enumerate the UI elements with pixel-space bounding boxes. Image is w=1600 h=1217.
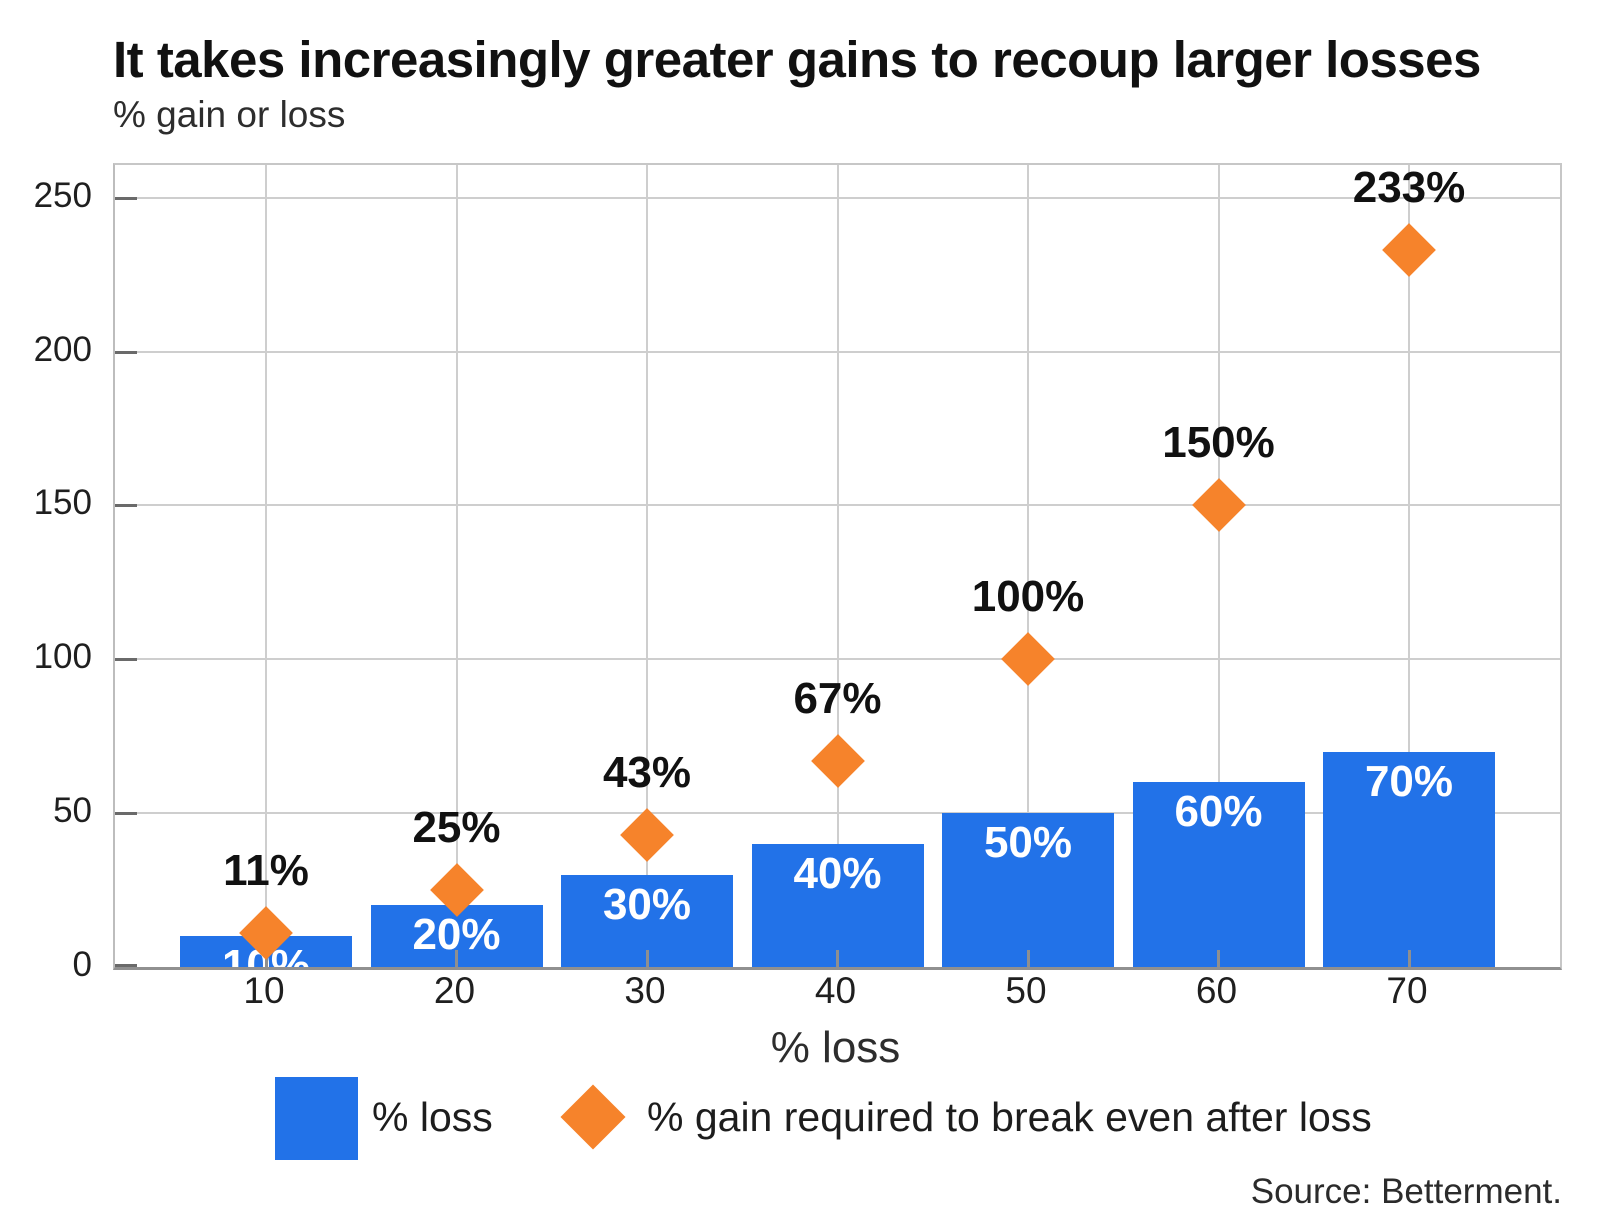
legend-bar-swatch: [275, 1077, 358, 1160]
x-tick-label: 30: [624, 970, 666, 1011]
chart-title: It takes increasingly greater gains to r…: [113, 31, 1481, 88]
diamond-marker-icon: [620, 807, 674, 862]
diamond-value-label: 150%: [1162, 418, 1275, 468]
x-axis-title: % loss: [770, 1023, 901, 1072]
legend-diamond-label: % gain required to break even after loss: [647, 1094, 1372, 1140]
y-tick-label: 100: [33, 637, 92, 677]
v-gridline: [265, 165, 267, 967]
bar: [1132, 782, 1305, 967]
diamond-value-label: 25%: [412, 803, 501, 853]
v-gridline: [646, 165, 648, 967]
diamond-value-label: 233%: [1352, 163, 1466, 213]
x-axis-tick: [1217, 950, 1220, 967]
bar-value-label: 30%: [602, 879, 692, 929]
source-attribution: Source: Betterment.: [1250, 1172, 1562, 1211]
diamond-value-label: 43%: [602, 747, 692, 797]
y-axis-tick: [115, 350, 137, 354]
legend-bar-label: % loss: [372, 1094, 493, 1140]
x-tick-label: 50: [1005, 970, 1047, 1011]
y-axis-tick: [115, 504, 137, 508]
v-gridline: [1027, 165, 1029, 967]
diamond-marker-icon: [1001, 632, 1055, 687]
x-tick-label: 10: [243, 970, 285, 1011]
y-tick-label: 50: [53, 791, 92, 831]
y-tick-label: 200: [33, 329, 92, 369]
bar-value-label: 20%: [412, 910, 501, 960]
y-axis-tick: [115, 196, 137, 200]
v-gridline: [455, 165, 458, 967]
x-tick-label: 40: [814, 970, 857, 1011]
bar: [751, 843, 924, 967]
diamond-marker-icon: [1191, 478, 1246, 533]
bar-value-label: 70%: [1364, 756, 1454, 806]
v-gridline: [1217, 165, 1220, 967]
bar: [942, 813, 1114, 967]
y-tick-label: 250: [33, 175, 92, 215]
x-tick-label: 60: [1195, 970, 1238, 1011]
y-tick-label: 150: [33, 483, 92, 523]
y-tick-label: 0: [72, 945, 92, 984]
y-axis-unit-label: % gain or loss: [113, 94, 346, 135]
x-axis-tick: [645, 950, 649, 967]
y-axis-tick: [115, 964, 137, 967]
x-tick-label: 20: [433, 970, 476, 1011]
bar-value-label: 60%: [1174, 787, 1263, 837]
y-axis-tick: [115, 658, 137, 662]
plot-area: 10%20%30%40%50%60%70%11%25%43%67%100%150…: [113, 163, 1562, 970]
bar-value-label: 40%: [793, 848, 882, 898]
diamond-marker-icon: [1382, 223, 1436, 277]
x-axis-tick: [836, 950, 839, 967]
bar-value-label: 50%: [983, 818, 1073, 868]
diamond-marker-icon: [810, 733, 865, 788]
diamond-value-label: 67%: [793, 673, 882, 723]
x-axis-tick: [1026, 950, 1030, 967]
diamond-value-label: 100%: [971, 572, 1085, 622]
diamond-value-label: 11%: [223, 846, 309, 896]
bar: [1323, 751, 1495, 967]
v-gridline: [836, 165, 839, 967]
x-axis-tick: [455, 950, 458, 967]
y-axis-tick: [115, 812, 137, 816]
x-axis-tick: [1407, 950, 1411, 967]
legend-diamond-icon: [560, 1084, 626, 1150]
x-tick-label: 70: [1386, 970, 1428, 1011]
v-gridline: [1408, 165, 1410, 967]
